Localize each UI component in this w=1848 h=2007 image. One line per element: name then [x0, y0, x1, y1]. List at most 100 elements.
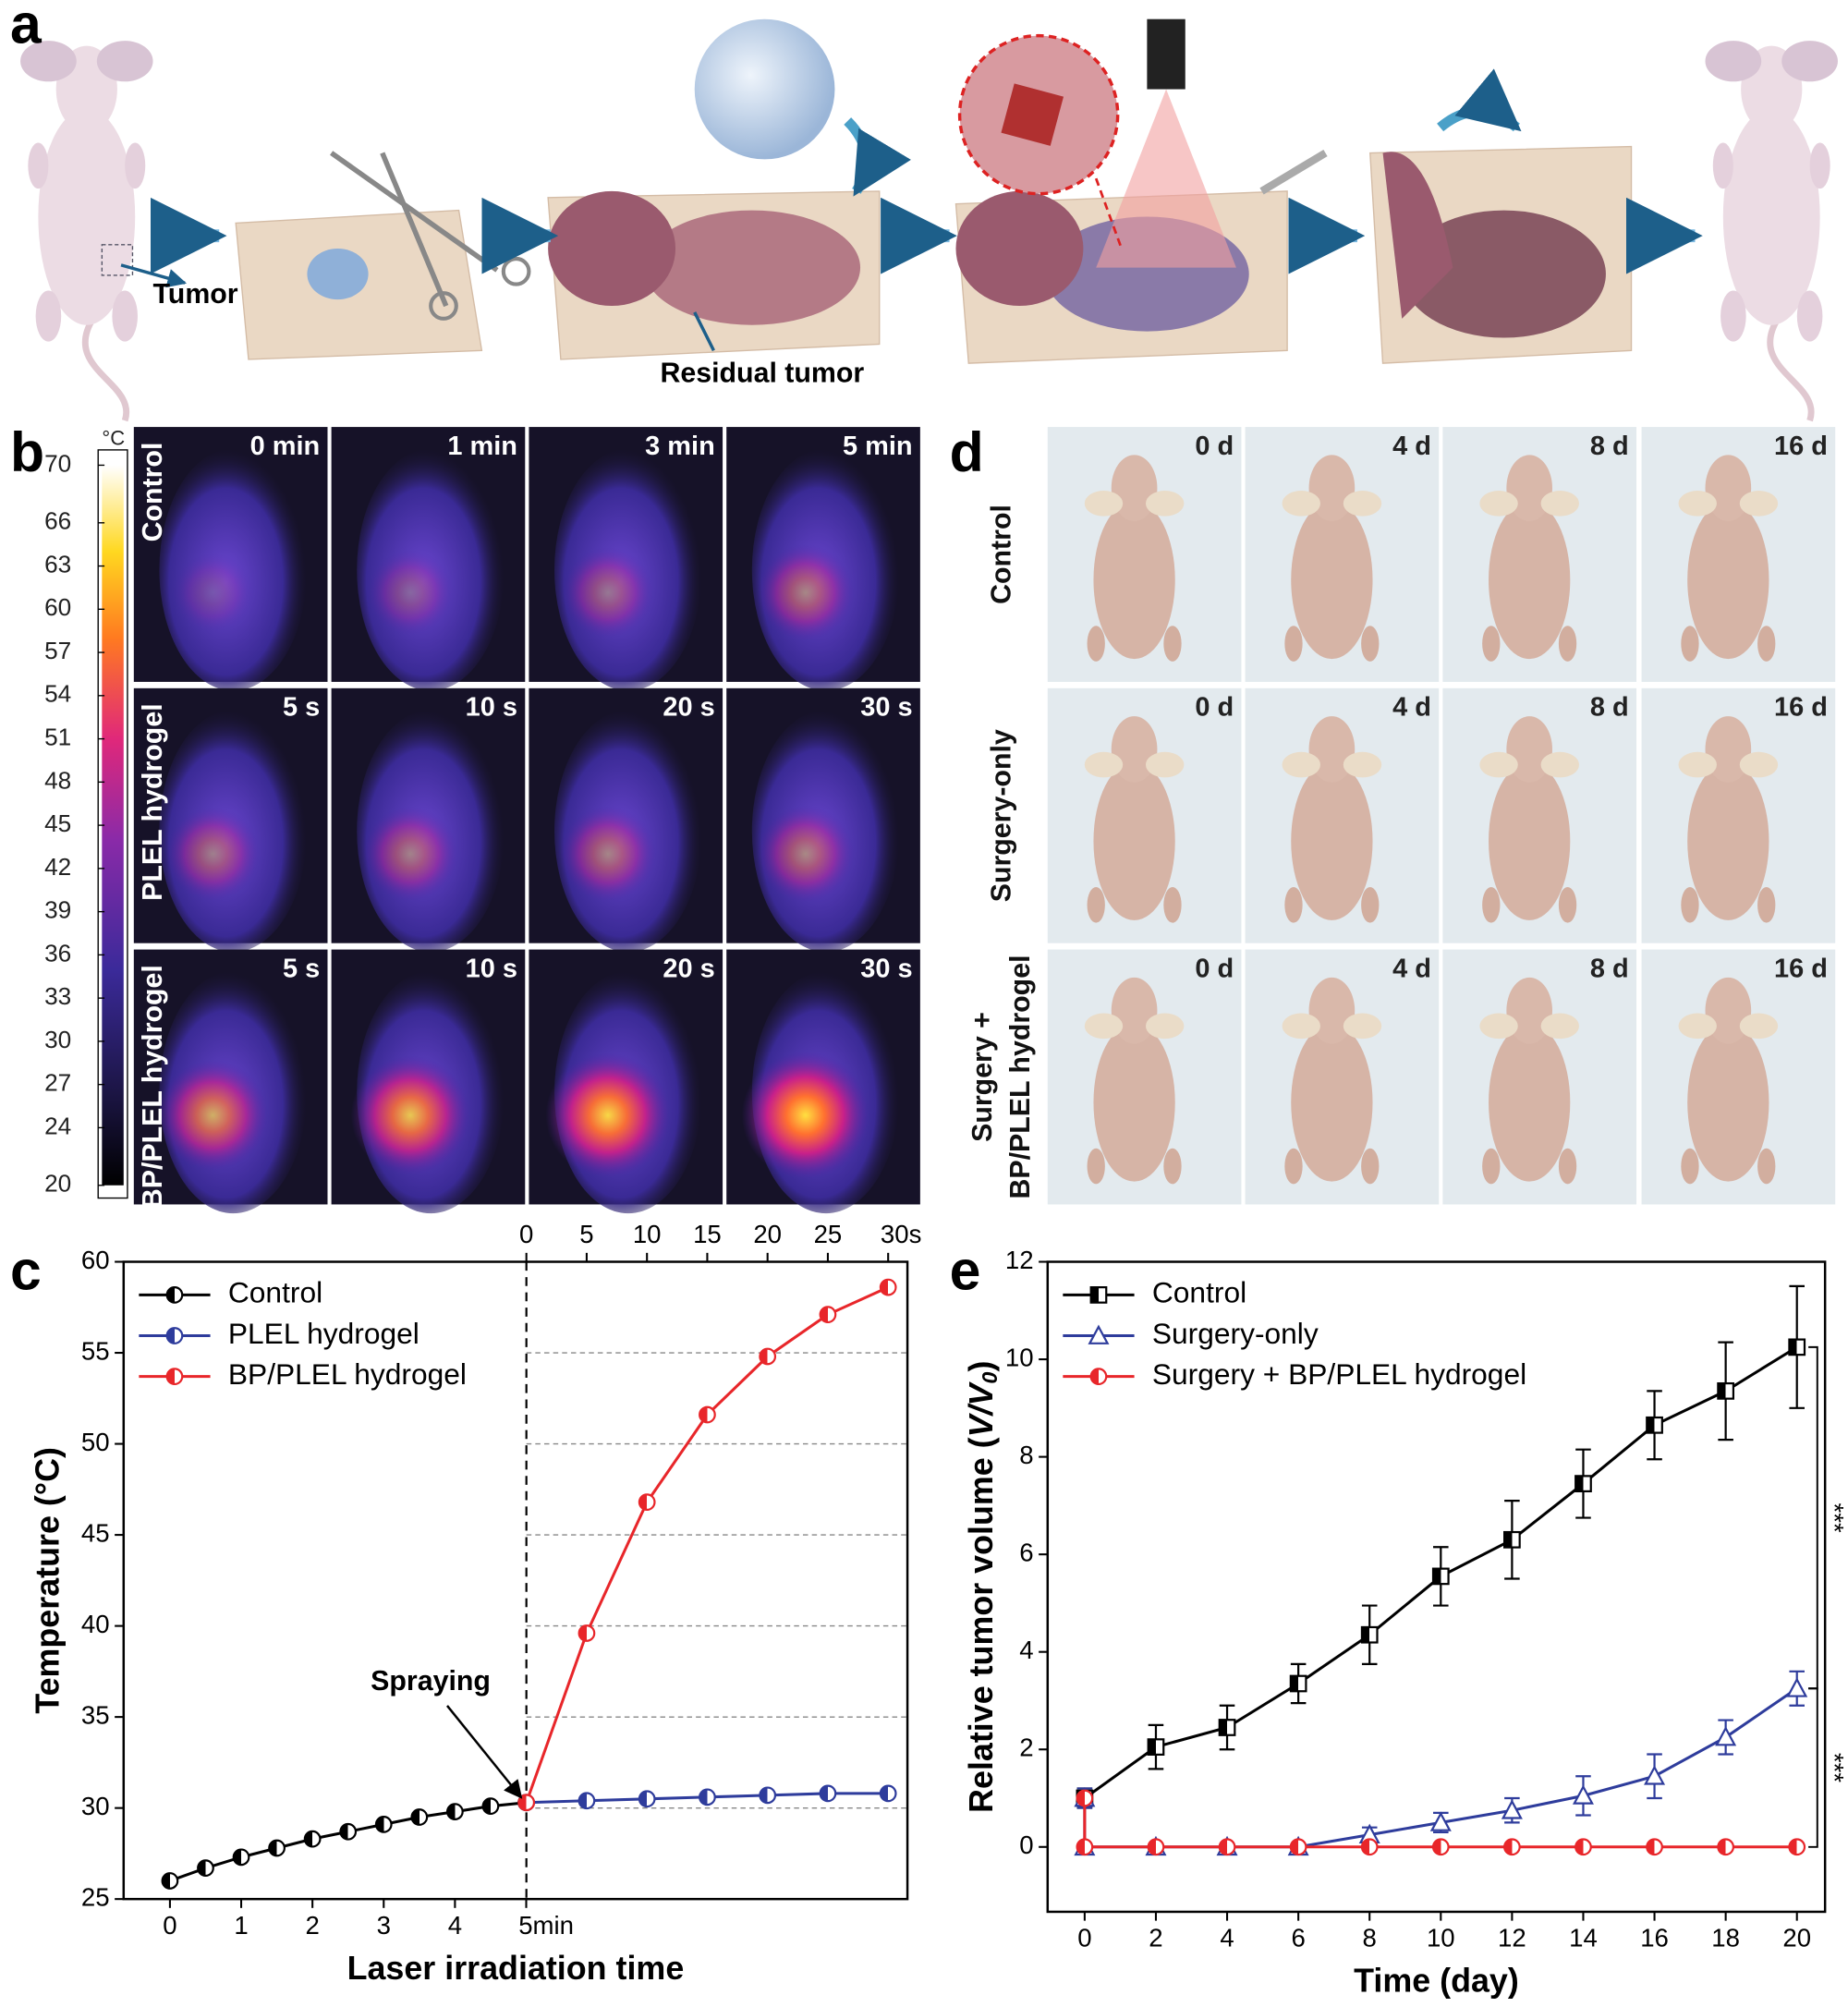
time-label: 3 min	[645, 432, 715, 461]
marker	[638, 1493, 656, 1511]
colorbar-label: 20	[44, 1170, 71, 1198]
day-label: 4 d	[1392, 693, 1431, 723]
row-label: Control	[138, 443, 168, 542]
time-label: 5 s	[283, 954, 320, 983]
day-label: 0 d	[1195, 954, 1234, 983]
colorbar-label: 48	[44, 766, 71, 794]
x2-tick-label: 0	[519, 1220, 533, 1248]
thermal-hotspot	[362, 806, 458, 902]
colorbar-label: 66	[44, 507, 71, 535]
panel-label: c	[10, 1238, 42, 1301]
marker	[1147, 1838, 1165, 1856]
marker	[578, 1792, 596, 1810]
thermal-hotspot	[757, 805, 855, 903]
time-label: 5 s	[283, 693, 320, 723]
marker	[1646, 1838, 1663, 1856]
panel-label: a	[10, 0, 43, 55]
day-label: 4 d	[1392, 954, 1431, 983]
day-label: 4 d	[1392, 432, 1431, 461]
marker	[1503, 1838, 1521, 1856]
day-label: 16 d	[1774, 693, 1828, 723]
annotation-arrow	[446, 1705, 523, 1799]
time-label: 30 s	[860, 693, 912, 723]
x-tick-label: 12	[1498, 1924, 1526, 1952]
time-label: 10 s	[466, 693, 517, 723]
day-label: 8 d	[1590, 954, 1629, 983]
y-axis-label: Relative tumor volume (V/V0)	[963, 1361, 1002, 1813]
y-tick-label: 4	[1019, 1636, 1033, 1664]
marker	[1360, 1838, 1379, 1856]
row-label: Surgery-only	[987, 729, 1017, 902]
colorbar-label: 24	[44, 1112, 71, 1139]
y-axis-label: Temperature (°C)	[29, 1447, 66, 1714]
marker	[1715, 1726, 1737, 1746]
marker	[759, 1347, 777, 1366]
thermal-hotspot	[157, 1060, 269, 1171]
colorbar-label: 39	[44, 896, 71, 924]
marker	[481, 1797, 500, 1816]
colorbar-label: 27	[44, 1069, 71, 1097]
plot-frame	[122, 1260, 909, 1901]
x-tick-label: 8	[1363, 1924, 1377, 1952]
x2-tick-label: 5	[579, 1220, 593, 1248]
marker	[1076, 1789, 1094, 1807]
marker	[517, 1794, 536, 1812]
x-tick-label: 3	[377, 1911, 391, 1940]
series-line	[525, 1285, 889, 1804]
marker	[1089, 1286, 1108, 1304]
y-tick-label: 35	[81, 1700, 110, 1729]
colorbar-label: 54	[44, 680, 71, 708]
panel-label: b	[10, 420, 44, 483]
marker	[410, 1808, 429, 1826]
row-label: PLEL hydrogel	[138, 703, 168, 900]
x2-tick-label: 10	[633, 1220, 662, 1248]
tumor-label: Tumor	[153, 279, 238, 310]
marker	[819, 1784, 837, 1803]
marker	[1574, 1475, 1592, 1493]
y-axis-label-part: Relative tumor volume (	[963, 1437, 1000, 1813]
marker	[1289, 1838, 1307, 1856]
colorbar-label: 42	[44, 853, 71, 881]
time-label: 20 s	[663, 954, 714, 983]
row-label: BP/PLEL hydrogel	[1005, 955, 1036, 1199]
marker	[303, 1830, 322, 1848]
marker	[1788, 1838, 1806, 1856]
row-label: Control	[987, 505, 1017, 604]
y-axis-label-part: V/V	[963, 1381, 1000, 1438]
time-label: 5 min	[843, 432, 913, 461]
significance-label: ***	[1820, 1502, 1848, 1532]
marker	[1717, 1381, 1735, 1400]
day-label: 0 d	[1195, 693, 1234, 723]
x-tick-label: 16	[1640, 1924, 1669, 1952]
x2-tick-label: 20	[753, 1220, 782, 1248]
x2-tick-label: 25	[814, 1220, 843, 1248]
legend-label: Surgery-only	[1152, 1317, 1319, 1350]
y-tick-label: 50	[81, 1428, 110, 1456]
marker	[578, 1624, 596, 1642]
colorbar-unit: °C	[102, 427, 125, 450]
day-label: 0 d	[1195, 432, 1234, 461]
x2-tick-label: 30s	[881, 1220, 921, 1248]
marker	[879, 1784, 897, 1803]
marker	[1289, 1674, 1307, 1693]
x-tick-label: 0	[1077, 1924, 1091, 1952]
time-label: 10 s	[466, 954, 517, 983]
marker	[165, 1327, 184, 1344]
colorbar-label: 36	[44, 939, 71, 967]
marker	[1076, 1838, 1094, 1856]
plot-frame	[1046, 1260, 1827, 1914]
y-tick-label: 45	[81, 1518, 110, 1547]
y-tick-label: 8	[1019, 1441, 1033, 1469]
y-tick-label: 25	[81, 1882, 110, 1911]
marker	[759, 1786, 777, 1805]
day-label: 16 d	[1774, 954, 1828, 983]
marker	[1788, 1338, 1806, 1356]
thermal-hotspot	[562, 547, 654, 639]
y-tick-label: 0	[1019, 1831, 1033, 1859]
x-tick-label: 4	[1220, 1924, 1234, 1952]
x-axis-label: Laser irradiation time	[347, 1950, 685, 1987]
y-tick-label: 40	[81, 1610, 110, 1638]
x-tick-label: 18	[1711, 1924, 1740, 1952]
thermal-hotspot	[741, 1051, 869, 1179]
